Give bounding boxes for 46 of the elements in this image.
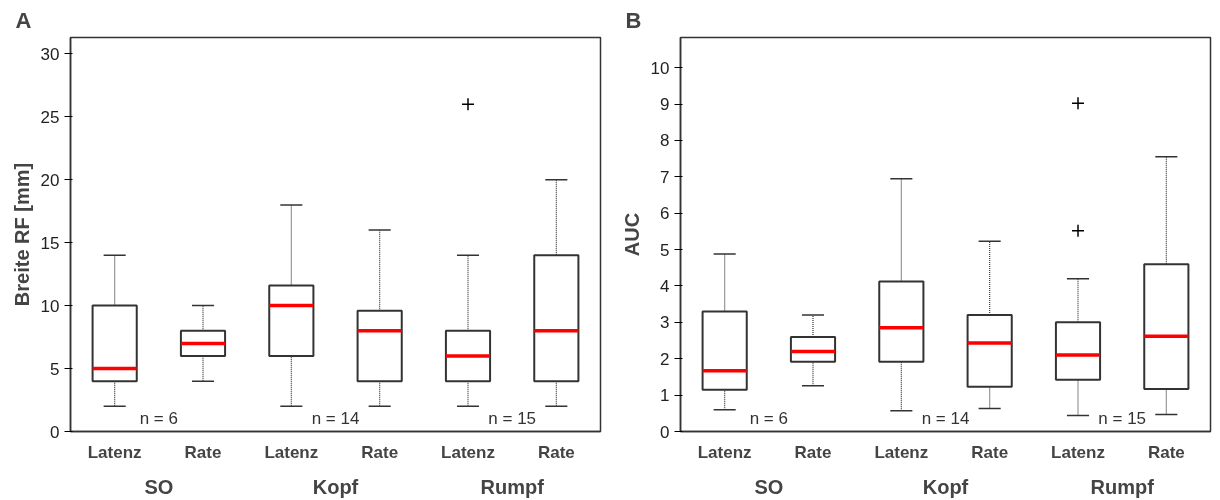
annotation: n = 14 (921, 409, 970, 429)
x-tick-label: Rate (794, 442, 832, 462)
y-tick-label: 0 (50, 422, 60, 442)
y-tick-label: 20 (40, 170, 60, 190)
chart-title: B (625, 7, 642, 33)
annotation: n = 15 (488, 409, 537, 429)
chart-title: A (15, 7, 32, 33)
text: Rumpf (480, 475, 545, 498)
y-tick-label: 10 (650, 58, 670, 78)
y-tick-label: 4 (660, 276, 670, 296)
y-tick-label: 6 (660, 204, 670, 224)
x-tick-label: Rate (184, 442, 222, 462)
y-tick-label: 25 (40, 107, 60, 127)
text: SO (144, 475, 174, 498)
x-tick-label: Rate (971, 442, 1009, 462)
y-tick-label: 8 (660, 131, 670, 151)
y-tick-label: 30 (40, 44, 60, 64)
y-tick-label: 1 (660, 386, 670, 406)
y-tick-label: 5 (50, 359, 60, 379)
text: SO (754, 475, 784, 498)
x-tick-label: Latenz (1051, 442, 1105, 462)
text: Rumpf (1090, 475, 1155, 498)
x-tick-label: Latenz (874, 442, 929, 462)
text: Kopf (312, 475, 359, 498)
y-tick-label: 9 (660, 95, 670, 115)
text: Kopf (922, 475, 969, 498)
annotation: n = 6 (139, 409, 178, 429)
annotation: n = 15 (1098, 409, 1147, 429)
x-tick-label: Latenz (264, 442, 319, 462)
y-tick-label: 0 (660, 422, 670, 442)
y-tick-label: 3 (660, 313, 670, 333)
x-tick-label: Latenz (441, 442, 495, 462)
annotation: n = 14 (311, 409, 360, 429)
x-tick-label: Rate (361, 442, 399, 462)
y-tick-label: 2 (660, 349, 670, 369)
y-tick-label: 5 (660, 240, 670, 260)
x-tick-label: Latenz (697, 442, 752, 462)
x-tick-label: Rate (537, 442, 575, 462)
annotation: n = 6 (749, 409, 788, 429)
y-tick-label: 7 (660, 167, 670, 187)
y-axis-title: AUC (620, 212, 643, 257)
x-tick-label: Rate (1147, 442, 1185, 462)
y-axis-title: Breite RF [mm] (10, 162, 33, 307)
x-tick-label: Latenz (87, 442, 142, 462)
y-tick-label: 10 (40, 296, 60, 316)
y-tick-label: 15 (40, 233, 60, 253)
